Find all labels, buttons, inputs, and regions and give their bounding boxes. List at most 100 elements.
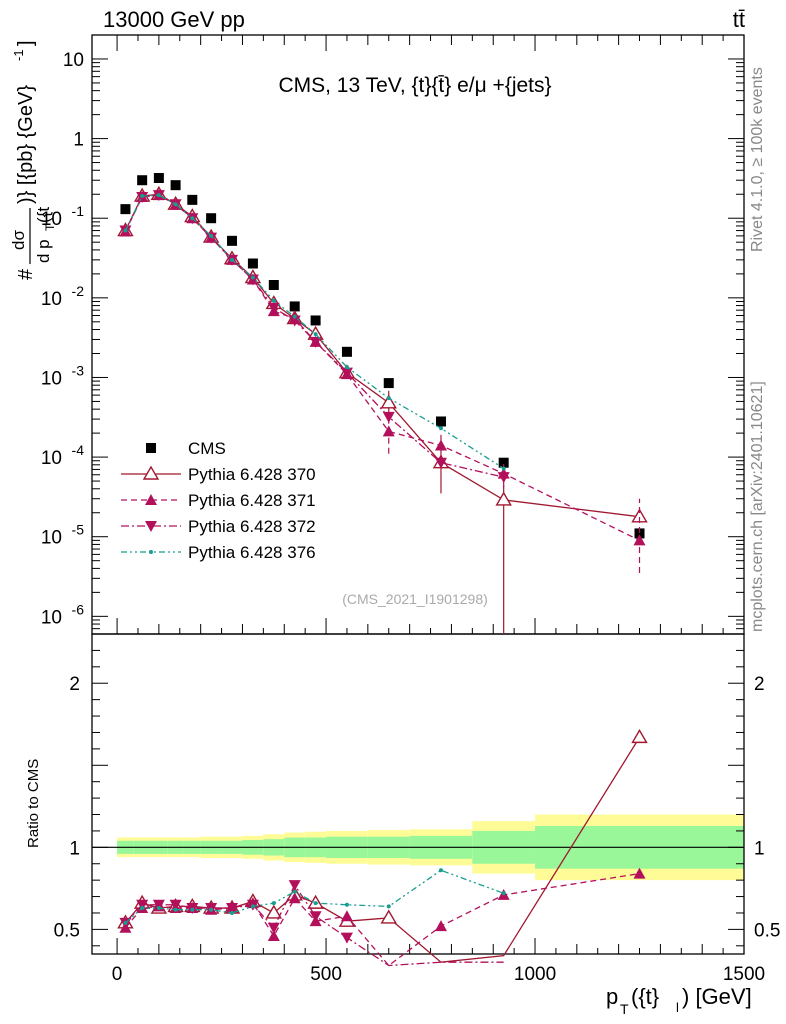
data-point xyxy=(288,315,301,327)
data-point xyxy=(434,457,447,469)
y-label-denominator: d p xyxy=(34,239,53,263)
ratio-point xyxy=(265,904,283,919)
data-point xyxy=(344,365,349,370)
y-label-close: ] xyxy=(15,40,37,46)
x-axis-label: p T ({t} l ) [GeV] xyxy=(606,984,752,1017)
y-tick-exponent: -1 xyxy=(72,203,85,219)
ratio-point xyxy=(209,907,214,912)
data-point xyxy=(140,194,145,199)
y-label-hash: # xyxy=(15,268,37,280)
analysis-watermark: (CMS_2021_I1901298) xyxy=(342,591,488,607)
y-tick-label: 10 xyxy=(41,368,62,389)
data-point xyxy=(498,457,509,468)
x-label-post: ) [GeV] xyxy=(682,984,752,1009)
ratio-point xyxy=(631,728,648,744)
legend-label: Pythia 6.428 370 xyxy=(188,465,316,484)
ratio-point xyxy=(250,904,255,909)
ratio-tick-label: 0.5 xyxy=(54,920,80,941)
y-tick-exponent: -2 xyxy=(72,283,85,299)
data-point xyxy=(209,233,214,238)
data-point xyxy=(123,228,128,233)
legend-marker xyxy=(145,494,157,505)
data-point xyxy=(156,193,161,198)
x-tick-label: 0 xyxy=(112,964,123,985)
y-label-numerator: dσ xyxy=(9,230,28,250)
data-point xyxy=(170,180,181,191)
main-y-axis-label: # dσ d p T ({t )} [{pb} {GeV} -1 ] xyxy=(9,40,57,280)
data-point xyxy=(340,367,353,379)
y-tick-label: 10 xyxy=(63,50,84,71)
ratio-point xyxy=(173,907,178,912)
legend-label: CMS xyxy=(188,439,226,458)
ratio-point xyxy=(190,907,195,912)
y-tick-label: 10 xyxy=(41,289,62,310)
ratio-point xyxy=(292,889,297,894)
y-label-units-exp: -1 xyxy=(11,49,26,61)
x-axis-ticks: 0 500 1000 1500 xyxy=(112,35,765,985)
data-point xyxy=(205,232,218,244)
legend-label: Pythia 6.428 376 xyxy=(188,543,316,562)
legend-marker xyxy=(146,443,156,453)
data-point xyxy=(438,426,443,431)
data-point xyxy=(380,394,397,409)
data-point xyxy=(230,257,235,262)
data-point xyxy=(289,301,300,312)
y-tick-exponent: -6 xyxy=(72,601,85,617)
data-point xyxy=(271,298,276,303)
ratio-uncertainty-bands xyxy=(92,814,744,881)
data-point xyxy=(386,396,391,401)
x-label-sub-T: T xyxy=(620,1001,629,1017)
data-point xyxy=(246,274,259,286)
y-tick-exponent: -3 xyxy=(72,362,85,378)
data-point xyxy=(227,235,238,246)
data-point xyxy=(383,378,394,389)
ratio-point xyxy=(344,902,349,907)
ratio-point xyxy=(340,932,353,944)
data-point xyxy=(250,275,255,280)
main-series-layer xyxy=(117,172,648,634)
x-label-mid: ({t} xyxy=(631,984,659,1009)
ratio-point xyxy=(230,910,235,915)
y-tick-label: 1 xyxy=(73,130,84,151)
y-tick-label: 10 xyxy=(41,209,62,230)
ratio-plot-frame xyxy=(91,633,745,955)
data-point xyxy=(497,472,510,484)
x-label-p: p xyxy=(606,984,618,1009)
x-tick-label: 1000 xyxy=(514,964,556,985)
ratio-point xyxy=(169,899,182,911)
ratio-point xyxy=(380,909,397,924)
main-y-axis-ticks: 10 1 10 -1 10 -2 10 -3 10 -4 10 -5 10 -6 xyxy=(41,34,744,635)
x-tick-label: 1500 xyxy=(723,964,765,985)
ratio-point xyxy=(438,868,443,873)
y-label-den-post: ({t xyxy=(34,207,53,223)
data-point xyxy=(382,425,395,437)
ratio-point xyxy=(226,903,239,915)
ratio-point xyxy=(386,904,391,909)
data-point xyxy=(310,315,321,326)
data-point xyxy=(267,302,280,314)
data-point xyxy=(495,491,512,506)
series-line-2 xyxy=(124,194,640,541)
data-point xyxy=(120,204,131,215)
ratio-point xyxy=(136,899,149,911)
ratio-tick-label-right: 2 xyxy=(754,674,765,695)
mcplots-label: mcplots.cern.ch [arXiv:2401.10621] xyxy=(749,381,766,632)
y-tick-exponent: -4 xyxy=(72,442,85,458)
x-label-sub-l: l xyxy=(676,1000,679,1015)
ratio-tick-label: 2 xyxy=(69,674,80,695)
header-process-label: tt̄ xyxy=(733,7,745,32)
data-point xyxy=(153,172,164,183)
y-label-den-sub: T xyxy=(43,223,57,231)
ratio-point xyxy=(152,899,165,911)
ratio-point xyxy=(288,892,301,904)
data-point xyxy=(247,258,258,269)
legend-label: Pythia 6.428 371 xyxy=(188,491,316,510)
data-point xyxy=(633,534,646,546)
ratio-y-axis-label: Ratio to CMS xyxy=(25,759,42,848)
data-point xyxy=(434,439,447,451)
ratio-point xyxy=(271,901,276,906)
y-label-units: )} [{pb} {GeV} xyxy=(15,85,37,204)
data-point xyxy=(435,416,446,427)
ratio-point xyxy=(633,867,646,879)
